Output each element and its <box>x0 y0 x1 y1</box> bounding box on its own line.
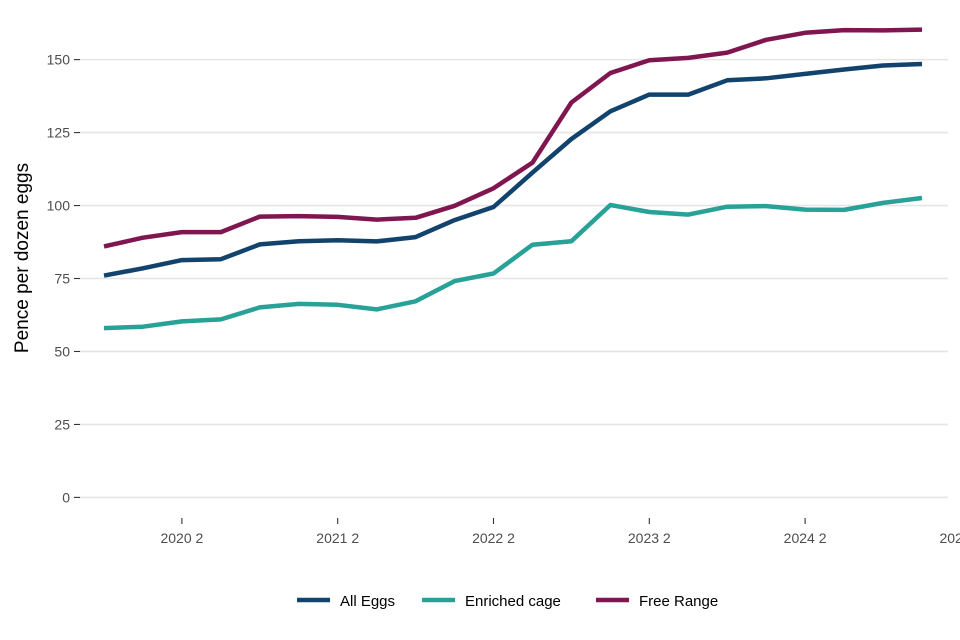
x-tick-label: 2024 2 <box>784 530 827 546</box>
y-tick-label: 100 <box>47 198 71 214</box>
x-axis: 2020 2 2021 2 2022 2 2023 2 2024 2 2025 2 <box>160 518 960 546</box>
legend-label: All Eggs <box>340 593 395 610</box>
gridlines <box>80 58 948 499</box>
x-tick-label: 2023 2 <box>628 530 671 546</box>
y-tick-label: 50 <box>54 343 70 359</box>
x-tick-label: 2025 2 <box>939 530 960 546</box>
x-tick-label: 2021 2 <box>316 530 359 546</box>
x-tick-label: 2022 2 <box>472 530 515 546</box>
legend-label: Free Range <box>639 593 718 610</box>
series-line-all-eggs <box>103 61 923 278</box>
y-tick-label: 125 <box>47 125 71 141</box>
y-axis: 0 25 50 75 100 125 150 <box>47 52 80 505</box>
y-tick-label: 0 <box>62 489 70 505</box>
y-tick-label: 150 <box>47 52 71 68</box>
y-tick-label: 75 <box>54 271 70 287</box>
series-line-free-range <box>103 27 923 249</box>
series-lines <box>103 27 923 331</box>
x-tick-label: 2020 2 <box>160 530 203 546</box>
y-axis-title: Pence per dozen eggs <box>12 163 33 353</box>
y-tick-label: 25 <box>54 416 70 432</box>
legend-label: Enriched cage <box>465 593 561 610</box>
legend: All Eggs Enriched cage Free Range <box>297 593 718 610</box>
series-line-enriched-cage <box>103 195 923 331</box>
